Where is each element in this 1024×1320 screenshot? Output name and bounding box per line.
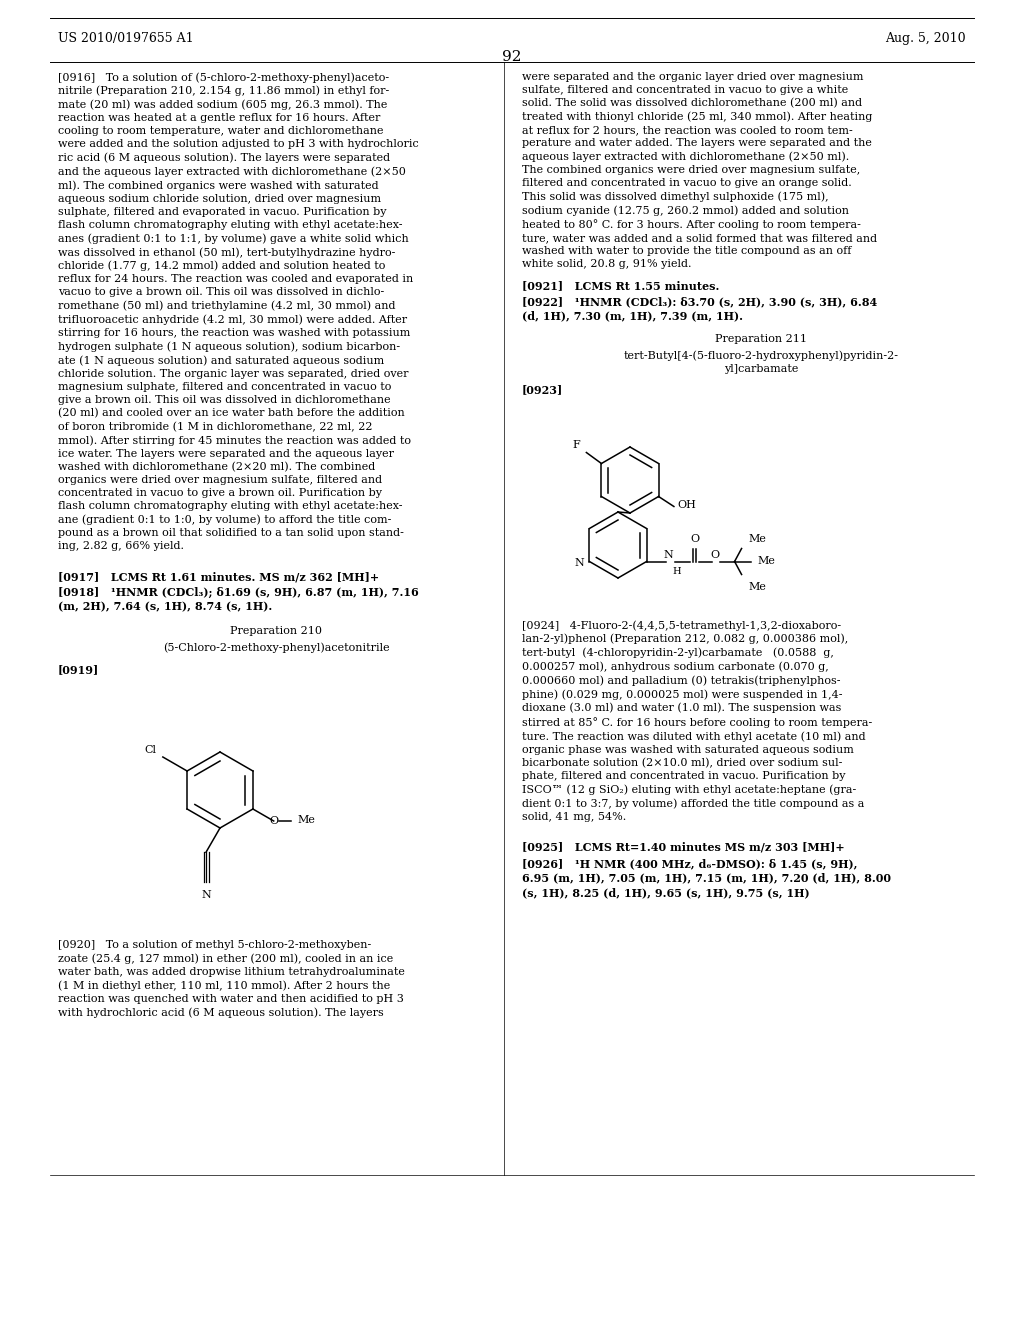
Text: N: N xyxy=(201,890,211,900)
Text: tert-Butyl[4-(5-fluoro-2-hydroxyphenyl)pyridin-2-
yl]carbamate: tert-Butyl[4-(5-fluoro-2-hydroxyphenyl)p… xyxy=(624,350,898,374)
Text: [0923]: [0923] xyxy=(522,384,563,395)
Text: [0921]   LCMS Rt 1.55 minutes.: [0921] LCMS Rt 1.55 minutes. xyxy=(522,280,720,290)
Text: Me: Me xyxy=(298,814,315,825)
Text: [0924]   4-Fluoro-2-(4,4,5,5-tetramethyl-1,3,2-dioxaboro-
lan-2-yl)phenol (Prepa: [0924] 4-Fluoro-2-(4,4,5,5-tetramethyl-1… xyxy=(522,620,872,822)
Text: Preparation 211: Preparation 211 xyxy=(715,334,807,345)
Text: O: O xyxy=(690,533,699,544)
Text: [0916]   To a solution of (5-chloro-2-methoxy-phenyl)aceto-
nitrile (Preparation: [0916] To a solution of (5-chloro-2-meth… xyxy=(58,73,419,552)
Text: [0926]   ¹H NMR (400 MHz, d₆-DMSO): δ 1.45 (s, 9H),
6.95 (m, 1H), 7.05 (m, 1H), : [0926] ¹H NMR (400 MHz, d₆-DMSO): δ 1.45… xyxy=(522,858,891,898)
Text: [0918]   ¹HNMR (CDCl₃); δ1.69 (s, 9H), 6.87 (m, 1H), 7.16
(m, 2H), 7.64 (s, 1H),: [0918] ¹HNMR (CDCl₃); δ1.69 (s, 9H), 6.8… xyxy=(58,587,419,612)
Text: Me: Me xyxy=(758,556,775,565)
Text: [0917]   LCMS Rt 1.61 minutes. MS m/z 362 [MH]+: [0917] LCMS Rt 1.61 minutes. MS m/z 362 … xyxy=(58,572,379,582)
Text: [0920]   To a solution of methyl 5-chloro-2-methoxyben-
zoate (25.4 g, 127 mmol): [0920] To a solution of methyl 5-chloro-… xyxy=(58,940,404,1018)
Text: [0919]: [0919] xyxy=(58,664,99,675)
Text: H: H xyxy=(673,568,681,577)
Text: N: N xyxy=(664,549,674,560)
Text: F: F xyxy=(572,441,581,450)
Text: Me: Me xyxy=(749,533,766,544)
Text: Me: Me xyxy=(749,582,766,591)
Text: (5-Chloro-2-methoxy-phenyl)acetonitrile: (5-Chloro-2-methoxy-phenyl)acetonitrile xyxy=(163,642,389,652)
Text: N: N xyxy=(574,558,584,568)
Text: Preparation 210: Preparation 210 xyxy=(230,626,322,636)
Text: were separated and the organic layer dried over magnesium
sulfate, filtered and : were separated and the organic layer dri… xyxy=(522,73,878,269)
Text: [0925]   LCMS Rt=1.40 minutes MS m/z 303 [MH]+: [0925] LCMS Rt=1.40 minutes MS m/z 303 [… xyxy=(522,842,845,853)
Text: [0922]   ¹HNMR (CDCl₃): δ3.70 (s, 2H), 3.90 (s, 3H), 6.84
(d, 1H), 7.30 (m, 1H),: [0922] ¹HNMR (CDCl₃): δ3.70 (s, 2H), 3.9… xyxy=(522,296,878,321)
Text: Aug. 5, 2010: Aug. 5, 2010 xyxy=(886,32,966,45)
Text: OH: OH xyxy=(677,500,695,511)
Text: O: O xyxy=(269,816,279,826)
Text: 92: 92 xyxy=(502,50,522,63)
Text: O: O xyxy=(710,550,719,561)
Text: US 2010/0197655 A1: US 2010/0197655 A1 xyxy=(58,32,194,45)
Text: Cl: Cl xyxy=(144,744,157,755)
